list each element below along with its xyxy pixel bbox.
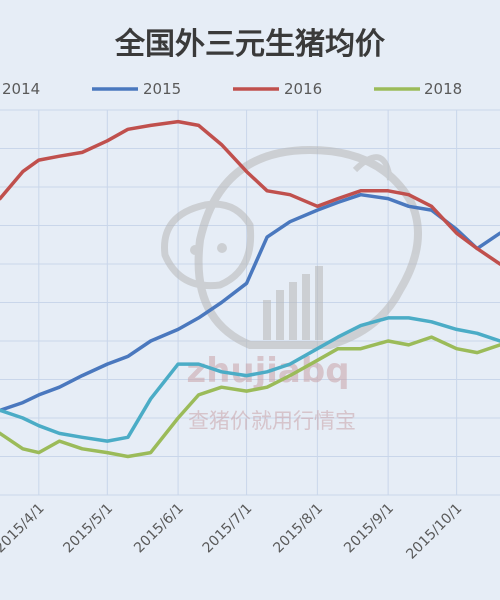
x-tick-label: 2015/9/1: [341, 501, 397, 557]
chart-title: 全国外三元生猪均价: [114, 27, 385, 62]
series-line-series-3: [0, 316, 500, 443]
x-tick-label: 2015/6/1: [131, 501, 187, 557]
legend-label-2015: 2015: [143, 80, 181, 98]
x-tick-label: 2015/5/1: [60, 501, 116, 557]
legend: 2014 2015 2016 2018: [2, 80, 462, 98]
legend-label-2014: 2014: [2, 80, 40, 98]
x-tick-label: 2015/7/1: [200, 501, 256, 557]
legend-label-2018: 2018: [424, 80, 462, 98]
legend-label-2016: 2016: [284, 80, 322, 98]
series-line-2016: [0, 119, 500, 266]
series-line-2018: [0, 335, 500, 459]
pig-logo-icon: [161, 145, 422, 349]
watermark-slogan: 查猪价就用行情宝: [188, 409, 356, 433]
series-line-2015: [0, 192, 500, 413]
series-layer: [0, 119, 500, 459]
x-axis-ticks: 2015/4/1 2015/5/1 2015/6/1 2015/7/1 2015/8/1…: [0, 501, 465, 563]
x-tick-label: 2015/10/1: [403, 501, 465, 563]
x-tick-label: 2015/8/1: [270, 501, 326, 557]
grid: [0, 109, 500, 496]
x-tick-label: 2015/4/1: [0, 501, 48, 557]
